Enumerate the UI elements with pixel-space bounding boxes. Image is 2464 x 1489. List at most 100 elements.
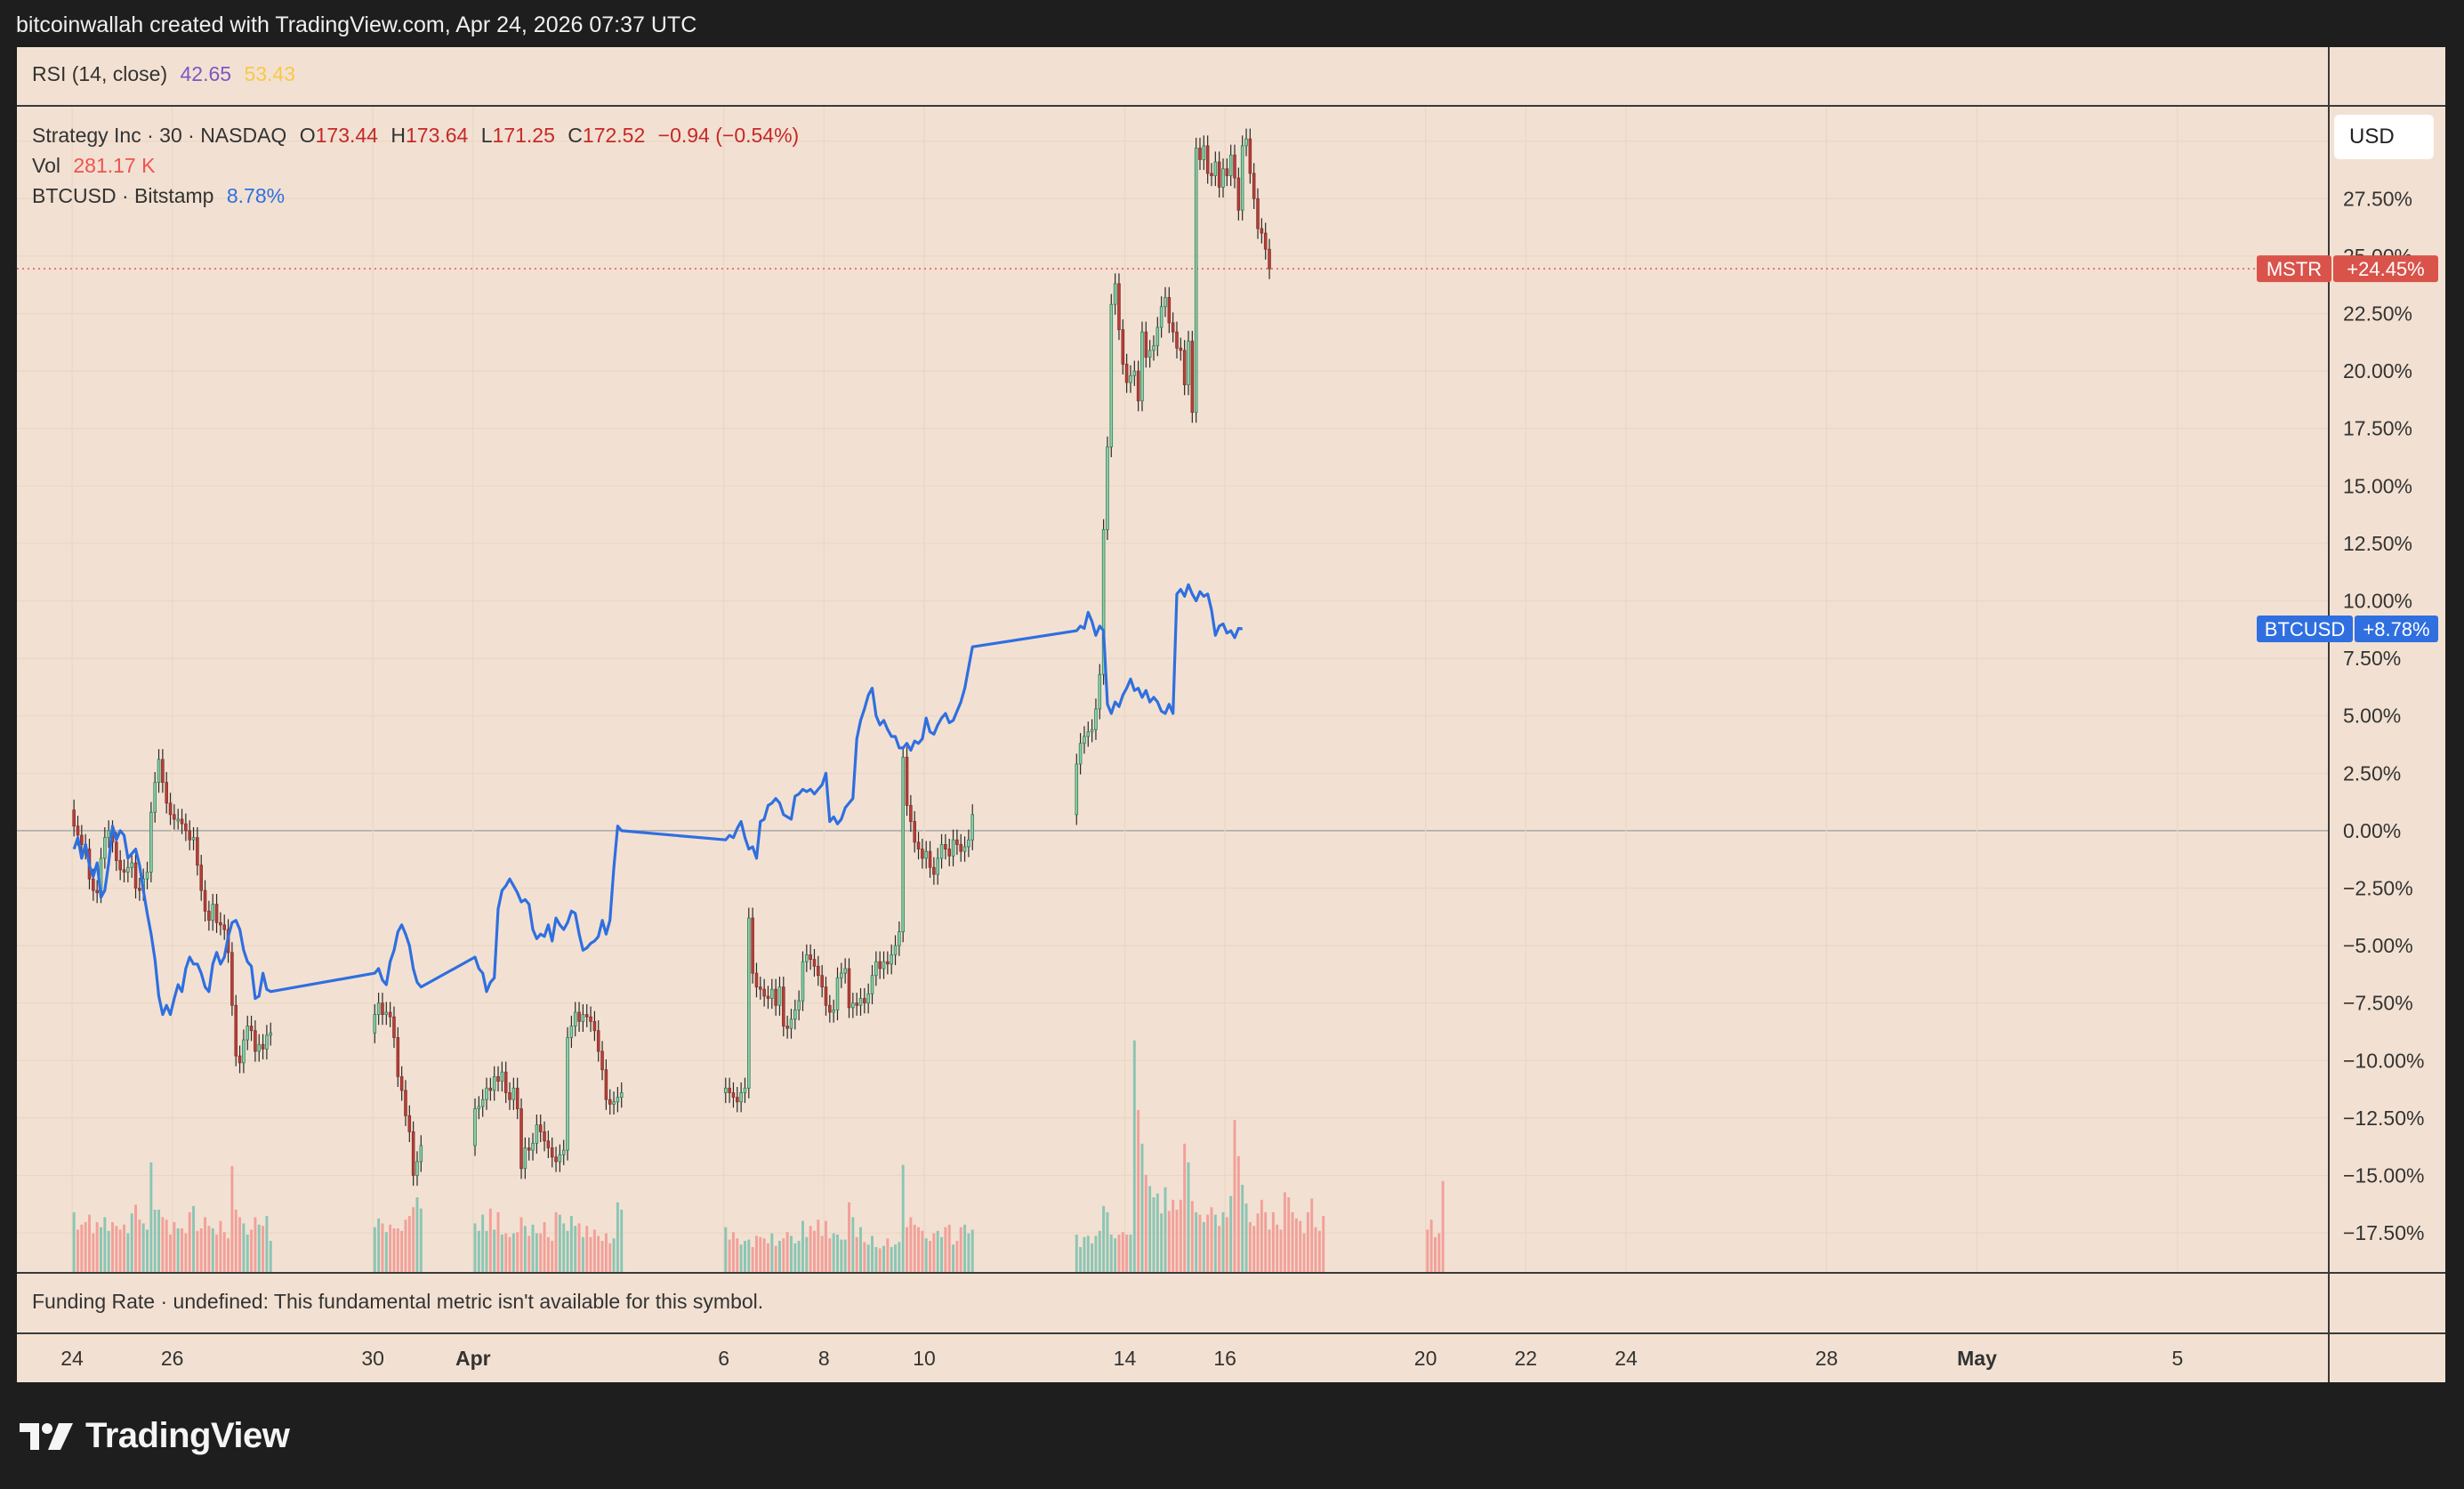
- candle-body: [145, 872, 149, 880]
- volume-bar: [92, 1233, 95, 1272]
- candle-body: [1083, 736, 1086, 744]
- candle-body: [473, 1108, 477, 1147]
- volume-bar: [1140, 1143, 1144, 1272]
- volume-bar: [793, 1243, 797, 1272]
- rsi-legend[interactable]: RSI (14, close) 42.65 53.43: [32, 62, 295, 86]
- candle-body: [1205, 145, 1210, 174]
- candle-body: [535, 1124, 539, 1144]
- volume-bar: [936, 1230, 939, 1272]
- ohlc-close: C172.52: [568, 124, 646, 147]
- volume-bar: [577, 1223, 581, 1272]
- volume-bar: [817, 1219, 820, 1272]
- volume-bar: [1094, 1235, 1098, 1272]
- candle-body: [777, 986, 782, 1006]
- volume-bar: [1287, 1197, 1291, 1272]
- volume-bar: [825, 1220, 827, 1272]
- candle-body: [847, 968, 851, 1009]
- candle-body: [801, 961, 805, 1002]
- volume-legend[interactable]: Vol 281.17 K: [32, 154, 162, 178]
- candle-body: [909, 805, 913, 822]
- volume-bar: [1306, 1211, 1309, 1272]
- candle-body: [214, 904, 219, 923]
- volume-bar: [940, 1236, 944, 1272]
- candle-body: [890, 954, 893, 965]
- volume-bar: [754, 1235, 758, 1272]
- volume-bar: [134, 1204, 137, 1272]
- candle-body: [196, 837, 199, 866]
- candle-body: [893, 945, 898, 955]
- y-tick-label: −17.50%: [2343, 1221, 2424, 1244]
- volume-bar: [801, 1220, 804, 1272]
- candle-body: [1159, 306, 1164, 328]
- mstr-badge[interactable]: MSTR +24.45%: [2257, 255, 2438, 283]
- btc-badge-name: BTCUSD: [2265, 618, 2345, 640]
- candle-body: [1194, 148, 1198, 414]
- volume-bar: [535, 1233, 538, 1272]
- btc-badge[interactable]: BTCUSD +8.78%: [2257, 616, 2438, 643]
- candle-body: [399, 1075, 404, 1091]
- compare-legend[interactable]: BTCUSD · Bitstamp 8.78%: [32, 184, 292, 208]
- candle-body: [939, 844, 944, 859]
- candle-body: [874, 961, 878, 977]
- volume-bar: [1233, 1120, 1236, 1272]
- volume-bar: [762, 1238, 766, 1272]
- candle-body: [1244, 138, 1248, 147]
- ohlc-high: H173.64: [391, 124, 469, 147]
- rsi-pane-separator[interactable]: [17, 105, 2445, 107]
- volume-bar: [188, 1211, 191, 1272]
- btc-badge-name-bg: [2257, 616, 2353, 643]
- volume-bar: [1225, 1217, 1228, 1272]
- candle-body: [384, 1011, 389, 1016]
- volume-bar: [1190, 1201, 1194, 1272]
- mstr-badge-name-bg: [2257, 255, 2331, 283]
- candle-body: [789, 1018, 793, 1029]
- candle-body: [921, 849, 924, 859]
- volume-bar: [592, 1229, 596, 1272]
- candle-body: [824, 986, 828, 1006]
- candle-body: [396, 1037, 400, 1077]
- candle-body: [1225, 168, 1229, 176]
- candle-body: [1140, 331, 1144, 402]
- tradingview-logo[interactable]: TradingView: [20, 1416, 290, 1456]
- volume-bar: [731, 1232, 735, 1272]
- volume-bar: [1314, 1227, 1317, 1272]
- funding-pane-separator-top[interactable]: [17, 1272, 2445, 1274]
- candle-body: [1075, 763, 1079, 816]
- volume-bar: [504, 1233, 508, 1272]
- candle-body: [1217, 161, 1221, 188]
- volume-bar: [227, 1238, 230, 1272]
- candle-body: [242, 1039, 246, 1064]
- symbol-legend[interactable]: Strategy Inc · 30 · NASDAQ O173.44 H173.…: [32, 124, 806, 148]
- candle-body: [604, 1069, 608, 1100]
- volume-bar: [234, 1210, 238, 1272]
- volume-bar: [149, 1162, 153, 1272]
- candle-body: [754, 972, 759, 988]
- volume-bar: [1276, 1224, 1279, 1272]
- volume-bar: [1164, 1187, 1167, 1272]
- y-tick-label: −10.00%: [2343, 1049, 2424, 1072]
- chart-snapshot-title: bitcoinwallah created with TradingView.c…: [16, 12, 697, 37]
- currency-button[interactable]: USD: [2334, 115, 2434, 159]
- candle-body: [203, 889, 207, 912]
- candle-body: [1233, 154, 1236, 179]
- volume-bar: [1202, 1222, 1205, 1272]
- volume-bar: [782, 1238, 785, 1272]
- candle-body: [376, 1002, 381, 1016]
- volume-bar: [1091, 1243, 1094, 1272]
- candle-body: [809, 954, 812, 960]
- compare-value: 8.78%: [226, 184, 286, 207]
- volume-bar: [1252, 1226, 1256, 1272]
- y-tick-label: 12.50%: [2343, 532, 2412, 555]
- volume-bar: [412, 1207, 415, 1272]
- compare-symbol: BTCUSD · Bitstamp: [32, 184, 214, 207]
- candle-body: [882, 961, 886, 970]
- volume-bar: [1129, 1235, 1132, 1272]
- candle-body: [419, 1145, 423, 1163]
- main-chart[interactable]: 30.00%27.50%25.00%22.50%20.00%17.50%15.0…: [17, 47, 2445, 1382]
- candle-body: [1101, 529, 1106, 675]
- volume-bar: [118, 1229, 122, 1272]
- candle-body: [967, 839, 970, 848]
- volume-bar: [238, 1217, 242, 1272]
- candle-body: [905, 756, 909, 806]
- volume-bar: [600, 1241, 604, 1272]
